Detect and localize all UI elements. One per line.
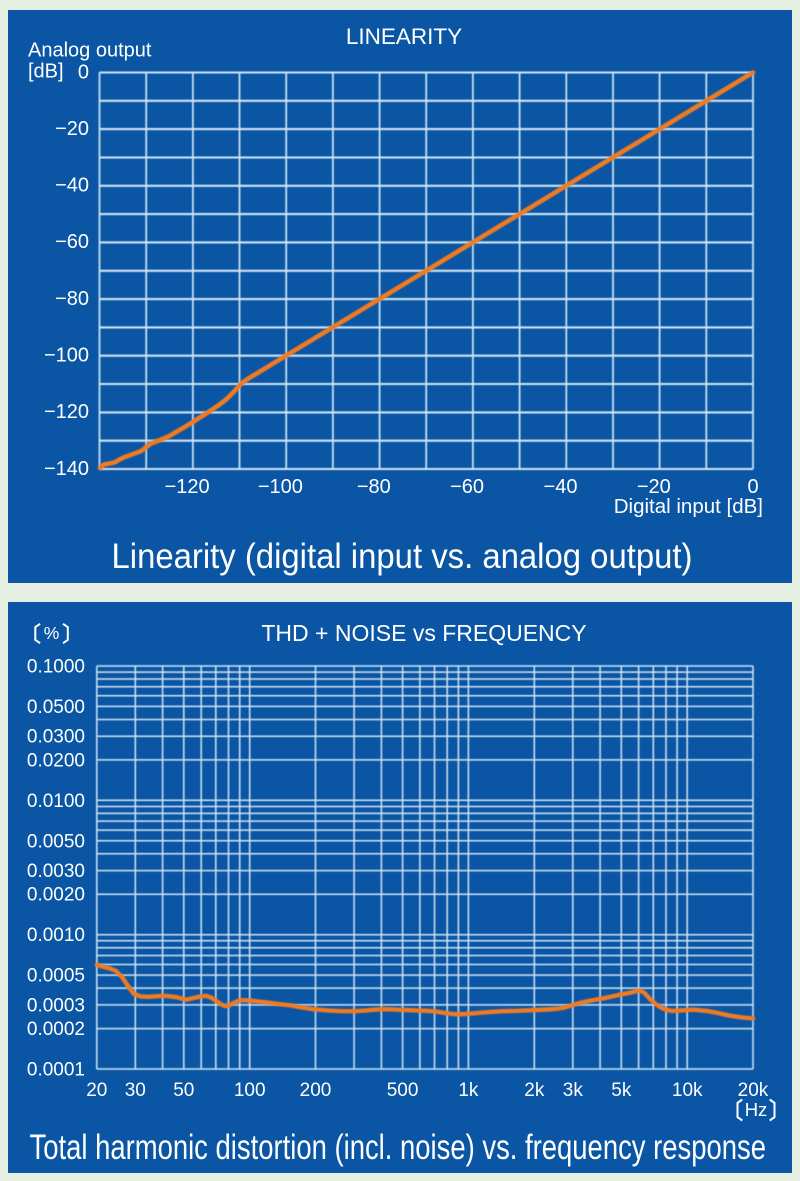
svg-text:−20: −20 — [637, 476, 671, 498]
svg-text:0.0002: 0.0002 — [27, 1019, 85, 1040]
svg-text:−40: −40 — [55, 175, 89, 197]
svg-text:1k: 1k — [458, 1080, 479, 1101]
svg-text:Hz: Hz — [745, 1099, 768, 1120]
svg-text:50: 50 — [173, 1080, 194, 1101]
svg-text:200: 200 — [300, 1080, 332, 1101]
svg-text:−120: −120 — [44, 401, 89, 423]
svg-text:0: 0 — [78, 61, 89, 83]
svg-text:0.0100: 0.0100 — [27, 791, 85, 812]
svg-text:3k: 3k — [563, 1080, 584, 1101]
svg-text:0.0030: 0.0030 — [27, 861, 85, 882]
svg-text:Total harmonic distortion (inc: Total harmonic distortion (incl. noise) … — [30, 1128, 767, 1167]
svg-text:10k: 10k — [672, 1080, 703, 1101]
svg-text:20: 20 — [86, 1080, 107, 1101]
svg-text:0.0010: 0.0010 — [27, 925, 85, 946]
svg-text:0.1000: 0.1000 — [27, 657, 85, 678]
svg-text:Linearity (digital input vs. a: Linearity (digital input vs. analog outp… — [112, 537, 693, 576]
svg-text:0.0003: 0.0003 — [27, 995, 85, 1016]
svg-text:−60: −60 — [55, 231, 89, 253]
svg-text:0.0300: 0.0300 — [27, 727, 85, 748]
svg-text:−100: −100 — [44, 345, 89, 367]
svg-text:100: 100 — [234, 1080, 266, 1101]
svg-text:−120: −120 — [165, 476, 210, 498]
svg-text:−20: −20 — [55, 118, 89, 140]
svg-text:THD + NOISE vs FREQUENCY: THD + NOISE vs FREQUENCY — [261, 620, 586, 646]
svg-text:−60: −60 — [450, 476, 484, 498]
svg-text:−80: −80 — [55, 288, 89, 310]
svg-text:2k: 2k — [524, 1080, 545, 1101]
svg-text:0: 0 — [747, 476, 758, 498]
svg-text:LINEARITY: LINEARITY — [346, 24, 462, 49]
svg-text:−140: −140 — [44, 458, 89, 480]
svg-text:0.0500: 0.0500 — [27, 697, 85, 718]
svg-text:0.0001: 0.0001 — [27, 1060, 85, 1081]
svg-text:20k: 20k — [738, 1080, 769, 1101]
svg-text:5k: 5k — [611, 1080, 632, 1101]
svg-text:−80: −80 — [357, 476, 391, 498]
svg-text:500: 500 — [387, 1080, 419, 1101]
svg-text:Digital input [dB]: Digital input [dB] — [614, 495, 763, 518]
svg-text:0.0005: 0.0005 — [27, 966, 85, 987]
svg-text:Analog output: Analog output — [28, 40, 152, 62]
svg-text:%: % — [44, 623, 60, 643]
svg-text:0.0050: 0.0050 — [27, 831, 85, 852]
svg-text:−100: −100 — [258, 476, 303, 498]
svg-text:30: 30 — [125, 1080, 146, 1101]
svg-text:[dB]: [dB] — [28, 61, 64, 83]
svg-text:0.0020: 0.0020 — [27, 885, 85, 906]
svg-text:−40: −40 — [544, 476, 578, 498]
svg-text:0.0200: 0.0200 — [27, 750, 85, 771]
